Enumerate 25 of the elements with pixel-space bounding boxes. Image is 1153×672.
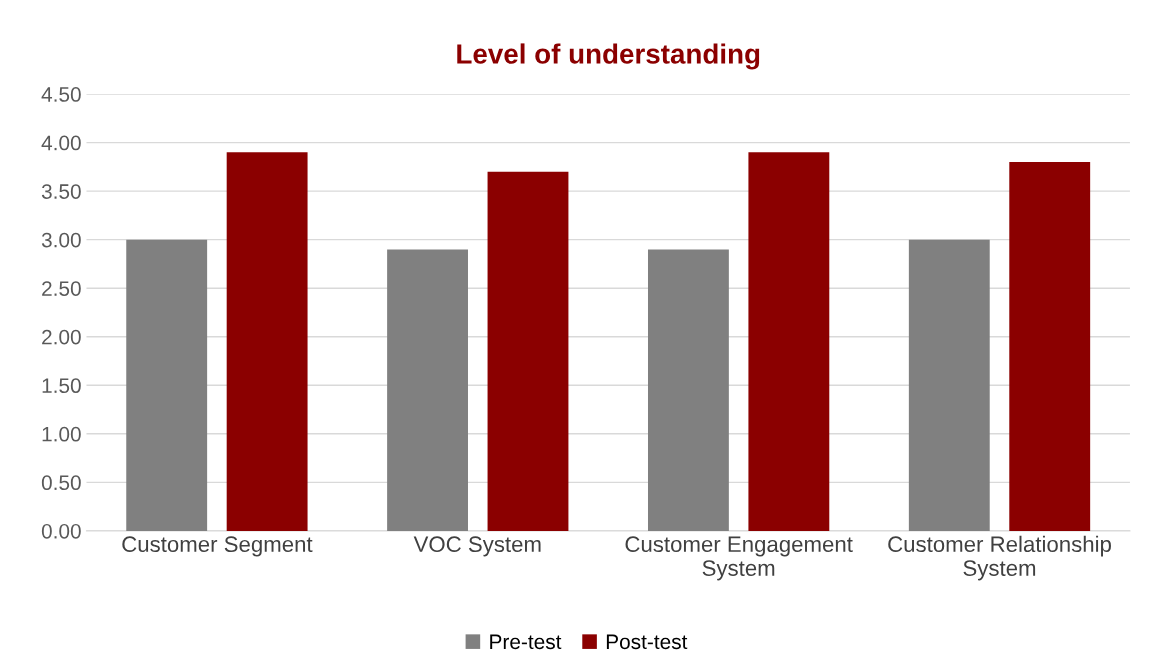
y-tick-label: 4.00 (41, 135, 81, 151)
y-tick-label: 0.00 (41, 523, 81, 539)
x-tick-label: Customer Engagement System (625, 536, 853, 581)
bar (647, 249, 729, 531)
x-tick-label: VOC System (413, 536, 541, 557)
y-tick-label: 1.50 (42, 378, 81, 394)
bar (748, 152, 830, 531)
y-tick-label: 4.50 (41, 87, 81, 102)
legend-label: Post-test (606, 634, 688, 650)
x-tick-label: Customer Relationship System (888, 535, 1111, 581)
chart-title: Level of understanding (457, 43, 760, 70)
y-tick-label: 3.50 (41, 184, 81, 199)
bar (126, 239, 208, 531)
bar (226, 152, 308, 531)
y-tick-label: 2.50 (42, 281, 81, 296)
x-tick-label: Customer Segment (122, 536, 313, 557)
y-tick-label: 3.00 (41, 232, 81, 248)
y-tick-label: 1.00 (42, 426, 81, 442)
y-tick-label: 0.50 (41, 475, 81, 491)
y-tick-label: 2.00 (42, 329, 81, 345)
bar (487, 171, 569, 531)
bar (387, 249, 468, 531)
legend-label: Pre-test (490, 634, 562, 650)
bar (1009, 162, 1091, 531)
bar (908, 239, 990, 531)
